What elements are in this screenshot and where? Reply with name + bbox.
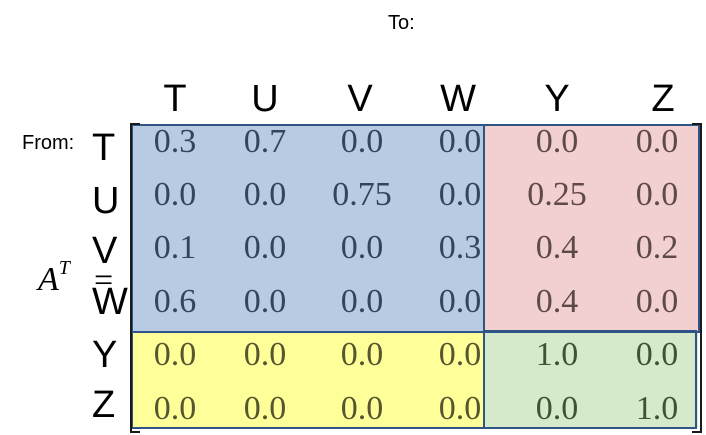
row-label-t: T: [92, 127, 116, 169]
absorbing-transition-block: [484, 124, 698, 332]
cell-t-y: 0.0: [535, 123, 579, 160]
cell-u-v: 0.75: [332, 176, 392, 213]
cell-y-z: 0.0: [635, 336, 679, 373]
cell-y-v: 0.0: [340, 336, 384, 373]
row-label-v: V: [92, 230, 118, 272]
col-header-t: T: [163, 78, 187, 120]
cell-w-u: 0.0: [243, 283, 287, 320]
transpose-superscript: T: [58, 257, 70, 279]
cell-u-y: 0.25: [527, 176, 587, 213]
cell-w-w: 0.0: [438, 283, 482, 320]
left-bracket: [130, 123, 140, 433]
cell-z-t: 0.0: [153, 390, 197, 427]
cell-z-y: 0.0: [535, 390, 579, 427]
cell-y-y: 1.0: [535, 336, 579, 373]
cell-w-y: 0.4: [535, 283, 579, 320]
matrix-name: AT: [38, 258, 70, 297]
to-label: To:: [388, 12, 415, 34]
cell-t-t: 0.3: [153, 123, 197, 160]
cell-u-u: 0.0: [243, 176, 287, 213]
lower-right-block-border: [483, 330, 697, 429]
cell-v-y: 0.4: [535, 229, 579, 266]
identity-block: [484, 332, 698, 428]
from-label: From:: [22, 132, 75, 154]
cell-v-u: 0.0: [243, 229, 287, 266]
cell-u-t: 0.0: [153, 176, 197, 213]
cell-y-u: 0.0: [243, 336, 287, 373]
col-header-u: U: [251, 78, 279, 120]
cell-t-v: 0.0: [340, 123, 384, 160]
row-label-y: Y: [92, 334, 118, 376]
cell-z-u: 0.0: [243, 390, 287, 427]
cell-v-v: 0.0: [340, 229, 384, 266]
cell-t-w: 0.0: [438, 123, 482, 160]
col-header-w: W: [440, 78, 476, 120]
left-block-border: [131, 124, 485, 429]
equals-sign: =: [94, 262, 114, 299]
cell-u-w: 0.0: [438, 176, 482, 213]
transient-block: [132, 124, 484, 332]
cell-v-t: 0.1: [153, 229, 197, 266]
cell-t-u: 0.7: [243, 123, 287, 160]
cell-u-z: 0.0: [635, 176, 679, 213]
cell-v-z: 0.2: [635, 229, 679, 266]
col-header-v: V: [347, 78, 373, 120]
cell-v-w: 0.3: [438, 229, 482, 266]
cell-z-z: 1.0: [635, 390, 679, 427]
cell-y-t: 0.0: [153, 336, 197, 373]
cell-z-v: 0.0: [340, 390, 384, 427]
cell-w-z: 0.0: [635, 283, 679, 320]
zero-block: [132, 332, 484, 428]
cell-z-w: 0.0: [438, 390, 482, 427]
cell-y-w: 0.0: [438, 336, 482, 373]
col-header-y: Y: [544, 78, 570, 120]
right-bracket: [692, 123, 702, 433]
row-label-z: Z: [92, 384, 116, 426]
row-label-w: W: [92, 281, 128, 323]
cell-t-z: 0.0: [635, 123, 679, 160]
matrix-symbol: A: [38, 261, 59, 298]
row-label-u: U: [92, 180, 120, 222]
cell-w-v: 0.0: [340, 283, 384, 320]
col-header-z: Z: [651, 78, 675, 120]
cell-w-t: 0.6: [153, 283, 197, 320]
